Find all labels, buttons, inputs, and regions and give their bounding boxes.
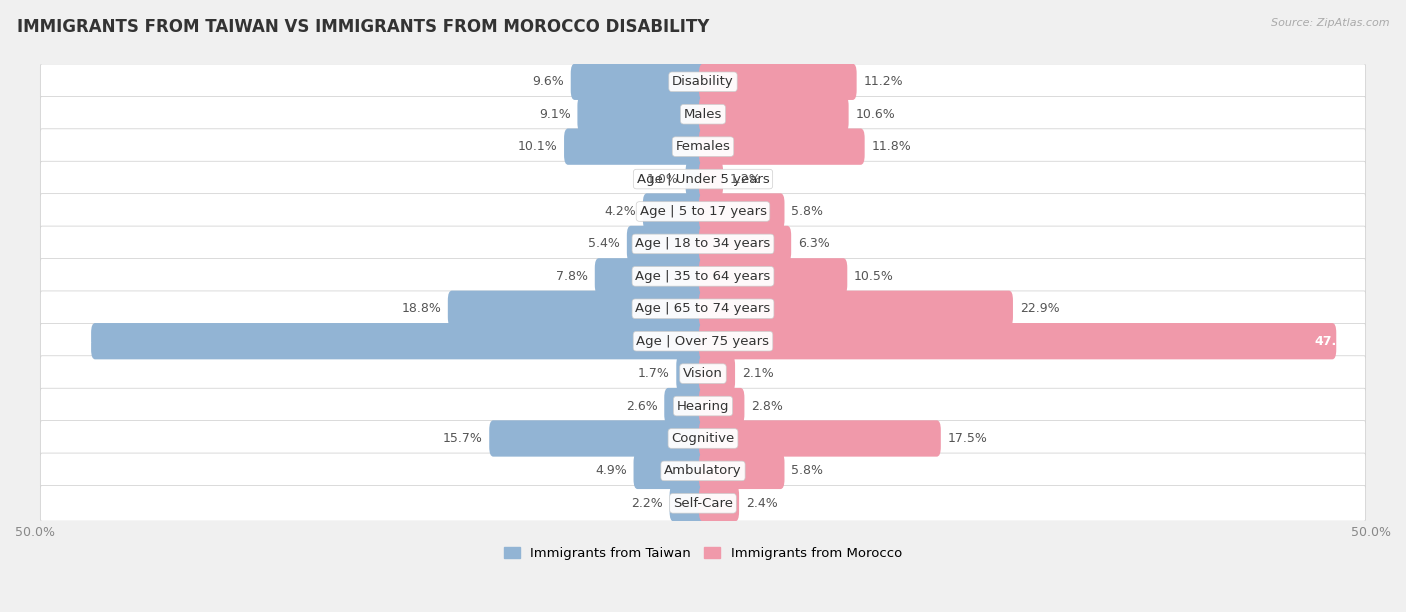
Text: Females: Females	[675, 140, 731, 153]
Text: Source: ZipAtlas.com: Source: ZipAtlas.com	[1271, 18, 1389, 28]
Text: Age | Under 5 years: Age | Under 5 years	[637, 173, 769, 185]
Text: 10.5%: 10.5%	[853, 270, 894, 283]
FancyBboxPatch shape	[699, 129, 865, 165]
Text: Age | 35 to 64 years: Age | 35 to 64 years	[636, 270, 770, 283]
FancyBboxPatch shape	[41, 161, 1365, 197]
FancyBboxPatch shape	[578, 96, 707, 132]
Text: 5.8%: 5.8%	[792, 205, 823, 218]
Text: 2.2%: 2.2%	[631, 497, 662, 510]
FancyBboxPatch shape	[41, 193, 1365, 230]
FancyBboxPatch shape	[595, 258, 707, 294]
Text: 10.6%: 10.6%	[855, 108, 896, 121]
FancyBboxPatch shape	[41, 226, 1365, 262]
FancyBboxPatch shape	[643, 193, 707, 230]
Text: Hearing: Hearing	[676, 400, 730, 412]
Text: 1.0%: 1.0%	[647, 173, 679, 185]
FancyBboxPatch shape	[699, 453, 785, 489]
FancyBboxPatch shape	[449, 291, 707, 327]
FancyBboxPatch shape	[699, 193, 785, 230]
Text: 6.3%: 6.3%	[797, 237, 830, 250]
Text: 2.6%: 2.6%	[626, 400, 658, 412]
Text: 22.9%: 22.9%	[1019, 302, 1059, 315]
FancyBboxPatch shape	[676, 356, 707, 392]
FancyBboxPatch shape	[41, 453, 1365, 489]
FancyBboxPatch shape	[699, 291, 1012, 327]
Text: Self-Care: Self-Care	[673, 497, 733, 510]
Text: 11.8%: 11.8%	[872, 140, 911, 153]
Text: Ambulatory: Ambulatory	[664, 465, 742, 477]
Text: 1.7%: 1.7%	[638, 367, 669, 380]
FancyBboxPatch shape	[41, 258, 1365, 294]
Text: IMMIGRANTS FROM TAIWAN VS IMMIGRANTS FROM MOROCCO DISABILITY: IMMIGRANTS FROM TAIWAN VS IMMIGRANTS FRO…	[17, 18, 709, 36]
FancyBboxPatch shape	[699, 226, 792, 262]
FancyBboxPatch shape	[634, 453, 707, 489]
FancyBboxPatch shape	[699, 388, 744, 424]
FancyBboxPatch shape	[489, 420, 707, 457]
Text: 9.1%: 9.1%	[538, 108, 571, 121]
Text: Cognitive: Cognitive	[672, 432, 734, 445]
FancyBboxPatch shape	[41, 291, 1365, 327]
Text: Age | 65 to 74 years: Age | 65 to 74 years	[636, 302, 770, 315]
Text: 47.1%: 47.1%	[1315, 335, 1358, 348]
Text: 45.5%: 45.5%	[48, 335, 91, 348]
Text: 5.8%: 5.8%	[792, 465, 823, 477]
FancyBboxPatch shape	[699, 356, 735, 392]
Text: Age | Over 75 years: Age | Over 75 years	[637, 335, 769, 348]
FancyBboxPatch shape	[41, 356, 1365, 392]
FancyBboxPatch shape	[41, 323, 1365, 359]
Text: 5.4%: 5.4%	[588, 237, 620, 250]
Text: 15.7%: 15.7%	[443, 432, 482, 445]
Text: Males: Males	[683, 108, 723, 121]
FancyBboxPatch shape	[41, 96, 1365, 132]
FancyBboxPatch shape	[564, 129, 707, 165]
FancyBboxPatch shape	[41, 64, 1365, 100]
FancyBboxPatch shape	[627, 226, 707, 262]
FancyBboxPatch shape	[686, 161, 707, 197]
FancyBboxPatch shape	[699, 64, 856, 100]
FancyBboxPatch shape	[664, 388, 707, 424]
Text: 18.8%: 18.8%	[401, 302, 441, 315]
FancyBboxPatch shape	[41, 485, 1365, 521]
Text: 2.4%: 2.4%	[745, 497, 778, 510]
FancyBboxPatch shape	[699, 258, 848, 294]
FancyBboxPatch shape	[699, 161, 723, 197]
FancyBboxPatch shape	[41, 388, 1365, 424]
FancyBboxPatch shape	[91, 323, 707, 359]
Legend: Immigrants from Taiwan, Immigrants from Morocco: Immigrants from Taiwan, Immigrants from …	[499, 541, 907, 565]
Text: Age | 5 to 17 years: Age | 5 to 17 years	[640, 205, 766, 218]
Text: 7.8%: 7.8%	[557, 270, 588, 283]
Text: 17.5%: 17.5%	[948, 432, 987, 445]
Text: 1.2%: 1.2%	[730, 173, 762, 185]
Text: 9.6%: 9.6%	[533, 75, 564, 88]
Text: Vision: Vision	[683, 367, 723, 380]
FancyBboxPatch shape	[699, 485, 740, 521]
FancyBboxPatch shape	[41, 129, 1365, 165]
FancyBboxPatch shape	[669, 485, 707, 521]
Text: 2.8%: 2.8%	[751, 400, 783, 412]
Text: 2.1%: 2.1%	[742, 367, 773, 380]
FancyBboxPatch shape	[699, 323, 1336, 359]
Text: 4.9%: 4.9%	[595, 465, 627, 477]
Text: Disability: Disability	[672, 75, 734, 88]
FancyBboxPatch shape	[571, 64, 707, 100]
FancyBboxPatch shape	[699, 420, 941, 457]
FancyBboxPatch shape	[41, 420, 1365, 457]
Text: Age | 18 to 34 years: Age | 18 to 34 years	[636, 237, 770, 250]
FancyBboxPatch shape	[699, 96, 849, 132]
Text: 11.2%: 11.2%	[863, 75, 903, 88]
Text: 4.2%: 4.2%	[605, 205, 636, 218]
Text: 10.1%: 10.1%	[517, 140, 557, 153]
